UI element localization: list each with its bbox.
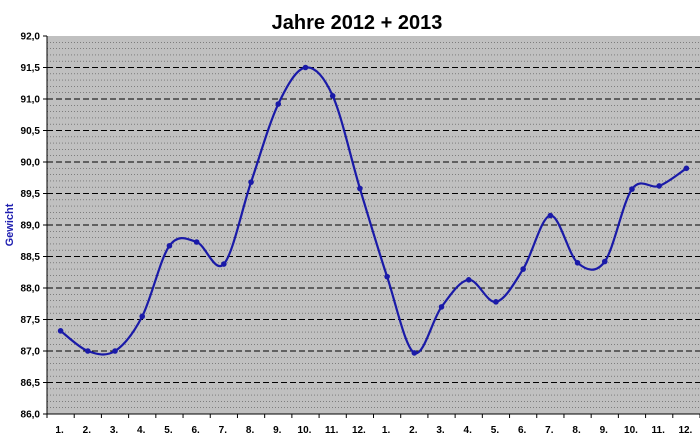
x-tick-label: 3. — [436, 425, 445, 436]
y-tick-label: 86,0 — [21, 410, 41, 421]
x-tick-label: 4. — [137, 425, 146, 436]
x-tick-label: 5. — [491, 425, 500, 436]
data-point — [601, 258, 608, 265]
y-tick-label: 88,0 — [21, 284, 41, 295]
x-tick-labels: 1. 2. 3. 4. 5. 6. 7. 8. 9. 10. 11. 12. 1. 2. 3. 4. 5. 6. 7… — [55, 425, 692, 436]
y-tick-label: 87,0 — [21, 347, 41, 358]
x-tick-label: 9. — [273, 425, 282, 436]
x-tick-label: 10. — [298, 425, 312, 436]
y-tick-labels: 86,0 86,5 87,0 87,5 88,0 88,5 89,0 89,5 90,0 90,5… — [21, 32, 41, 421]
x-tick-label: 1. — [55, 425, 64, 436]
axes — [43, 35, 700, 418]
x-tick-label: 3. — [110, 425, 119, 436]
data-point — [656, 183, 662, 189]
x-tick-label: 4. — [464, 425, 473, 436]
x-tick-label: 2. — [409, 425, 418, 436]
x-tick-label: 11. — [652, 425, 666, 436]
data-point — [193, 239, 200, 245]
y-tick-label: 89,5 — [21, 189, 41, 200]
data-point — [248, 179, 254, 185]
x-tick-label: 5. — [164, 425, 173, 436]
data-point — [547, 212, 554, 219]
data-point — [112, 348, 118, 354]
x-tick-label: 6. — [191, 425, 200, 436]
data-point — [166, 242, 173, 249]
data-point — [411, 350, 418, 356]
data-point — [629, 186, 635, 192]
x-tick-label: 2. — [83, 425, 92, 436]
x-tick-label: 1. — [382, 425, 391, 436]
data-point — [683, 165, 690, 172]
y-tick-label: 87,5 — [21, 315, 41, 326]
data-point — [520, 266, 526, 272]
x-tick-label: 6. — [518, 425, 527, 436]
x-tick-label: 9. — [600, 425, 609, 436]
data-point — [302, 64, 309, 71]
series-gewicht — [57, 64, 690, 356]
y-tick-label: 91,0 — [21, 95, 41, 106]
x-tick-label: 12. — [352, 425, 366, 436]
data-point — [384, 273, 390, 280]
x-tick-label: 12. — [678, 425, 692, 436]
y-tick-label: 89,0 — [21, 221, 41, 232]
x-tick-label: 10. — [624, 425, 638, 436]
chart-title: Jahre 2012 + 2013 — [272, 12, 443, 34]
data-point — [574, 260, 581, 266]
data-point — [438, 304, 445, 310]
x-tick-label: 8. — [246, 425, 255, 436]
x-tick-label: 11. — [325, 425, 339, 436]
data-point — [139, 313, 146, 320]
y-tick-label: 90,0 — [21, 158, 41, 169]
data-point — [57, 328, 64, 334]
x-tick-label: 7. — [545, 425, 554, 436]
y-tick-label: 91,5 — [21, 63, 41, 74]
y-tick-label: 88,5 — [21, 252, 41, 263]
data-point — [465, 277, 472, 283]
y-axis-label: Gewicht — [4, 203, 16, 246]
data-point — [221, 261, 227, 267]
x-tick-label: 7. — [219, 425, 228, 436]
x-tick-label: 8. — [572, 425, 581, 436]
y-tick-label: 86,5 — [21, 378, 41, 389]
y-tick-label: 92,0 — [21, 32, 41, 43]
data-point — [493, 299, 499, 305]
data-point — [357, 185, 363, 192]
data-point — [329, 93, 336, 99]
data-point — [85, 348, 91, 354]
data-point — [275, 101, 282, 107]
y-tick-label: 90,5 — [21, 126, 41, 137]
